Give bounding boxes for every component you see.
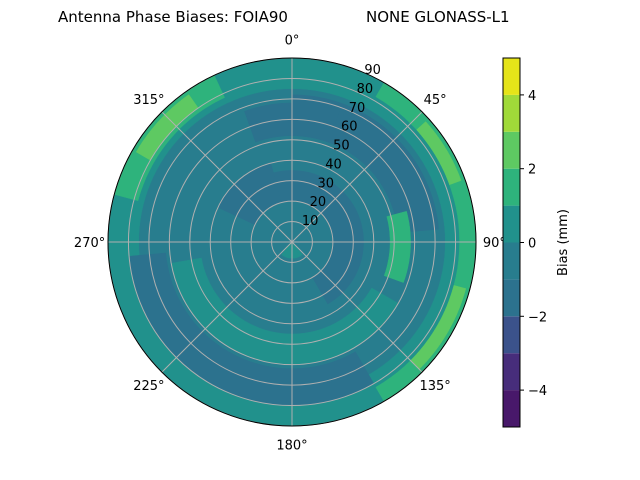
radial-tick-label: 30 [317,176,334,191]
angular-gridline [291,241,423,373]
colorbar-tick-label: 2 [528,163,536,178]
angular-tick-label: 315° [133,93,164,108]
colorbar-tick-label: 0 [528,237,536,252]
radial-tick-label: 60 [341,120,358,135]
colorbar-segment [503,94,520,132]
contour-region [416,121,462,186]
angular-tick-label: 225° [133,379,164,394]
radial-tick-label: 50 [333,139,350,154]
colorbar-tick-label: −4 [528,384,547,399]
angular-tick-label: 180° [276,438,307,453]
polar-frame [107,57,477,427]
angular-tick-label: 270° [74,236,105,251]
colorbar-segment [503,58,520,95]
colorbar-segment [503,390,520,427]
colorbar-segment [503,242,520,280]
radial-tick-label: 70 [349,101,366,116]
radial-tick-label: 10 [302,214,319,229]
contour-region [383,210,411,283]
angular-gridline [161,111,293,243]
tick-labels: 0° 45° 90° 135° 180° 225° 270° 315° 10 20 30 40 50 60… [74,34,506,454]
colorbar-label: Bias (mm) [556,209,571,276]
chart-title: Antenna Phase Biases: FOIA90 NONE GLONAS… [0,8,590,62]
angular-tick-label: 90° [483,236,506,251]
radial-tick-label: 80 [357,82,374,97]
angular-gridline [291,111,423,243]
colorbar-segment [503,353,520,391]
angular-gridline [161,241,293,373]
radial-tick-label: 20 [310,195,327,210]
colorbar-segment [503,205,520,243]
colorbar-segment [503,316,520,354]
colorbar: −4 −2 0 2 4 Bias (mm) [502,57,571,428]
colorbar-segment [503,279,520,317]
title-signal: NONE GLONASS-L1 [366,8,510,26]
angular-tick-label: 0° [285,34,300,49]
angular-tick-label: 45° [424,93,447,108]
colorbar-segment [503,131,520,169]
polar-grid [107,57,477,427]
radial-tick-label: 90 [364,63,381,78]
title-station: Antenna Phase Biases: FOIA90 [58,8,288,26]
colorbar-tick-label: −2 [528,310,547,325]
colorbar-tick-label: 4 [528,89,536,104]
radial-tick-label: 40 [325,157,342,172]
colorbar-segment [503,168,520,206]
angular-tick-label: 135° [419,379,450,394]
